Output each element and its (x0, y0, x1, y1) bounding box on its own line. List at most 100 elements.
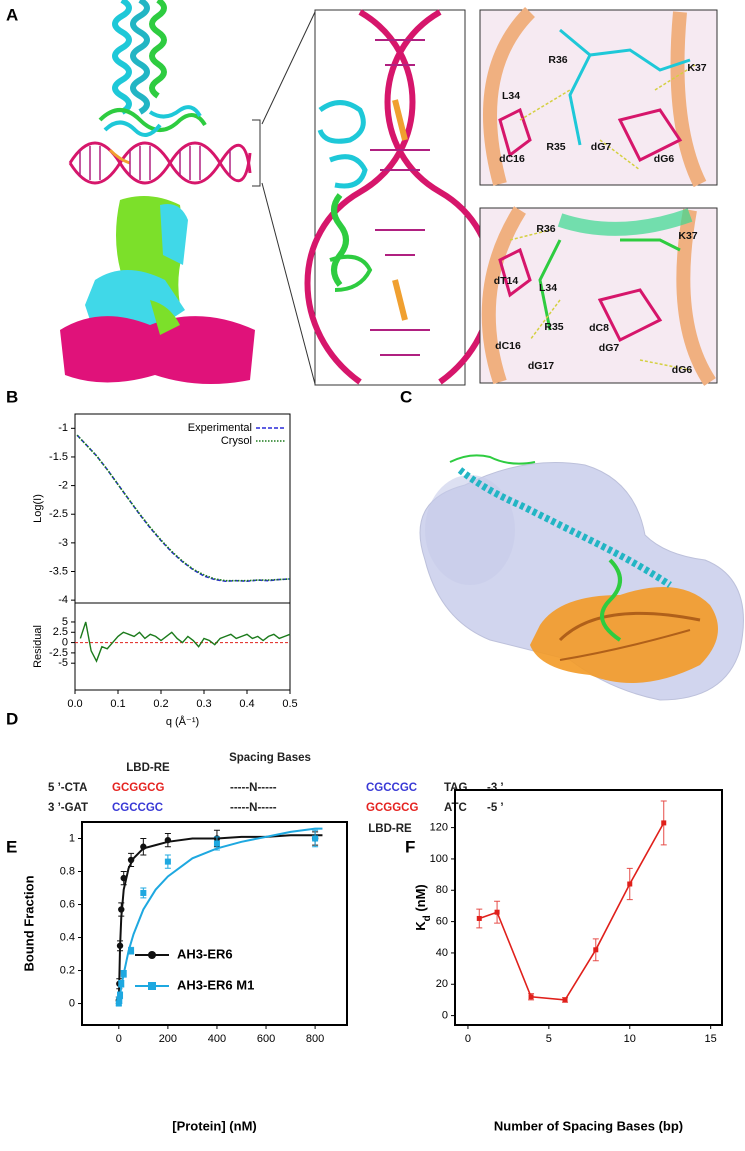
y-tick-label: -4 (58, 594, 68, 606)
data-point (127, 856, 135, 864)
seq-cell: 3 ’-GAT (48, 802, 88, 814)
seq-cell: GCGGCG (112, 782, 164, 794)
data-point (116, 997, 123, 1004)
y-tick-label: -2.5 (49, 508, 68, 520)
residue-label: R36 (548, 54, 567, 66)
structure-cartoon (60, 0, 255, 384)
y-tick-label: -3 (58, 537, 68, 549)
seq-cell: GCGGCG (366, 802, 418, 814)
sequence-diagram: Spacing Bases LBD-RE 5 ’-CTA GCGGCG ----… (48, 752, 504, 835)
data-point (128, 947, 135, 954)
seq-cell: CGCCGC (112, 802, 163, 814)
legend-label: AH3-ER6 M1 (177, 977, 254, 992)
seq-title: Spacing Bases (229, 752, 311, 764)
plot-frame (81, 821, 348, 1026)
residue-label: dG17 (528, 360, 554, 372)
legend-label: Crysol (221, 435, 252, 447)
x-tick-label: 600 (257, 1033, 275, 1045)
data-point (562, 997, 568, 1003)
data-point (213, 840, 220, 847)
data-point (164, 836, 172, 844)
seq-cell: -----N----- (230, 782, 277, 794)
x-tick-label: 0.0 (67, 698, 82, 710)
x-tick-label: 0.4 (239, 698, 254, 710)
data-point (312, 835, 319, 842)
y-tick-label: -2.5 (49, 647, 68, 659)
seq-cell: -3 ’ (487, 782, 504, 794)
residue-label: K37 (687, 62, 706, 74)
residue-label: K37 (678, 230, 697, 242)
x-tick-label: 0.2 (153, 698, 168, 710)
residue-label: dG6 (672, 364, 693, 376)
y-tick-label: 0.2 (60, 964, 75, 976)
y-tick-label: -5 (58, 657, 68, 669)
data-point (140, 843, 147, 850)
contact-inset: R36 K37 L34 R35 dC16 dG7 dG6 (479, 7, 718, 188)
data-point (116, 942, 124, 949)
series-line (76, 434, 291, 582)
y-tick-label: -1 (58, 422, 68, 434)
y-tick-label: 2.5 (53, 626, 68, 638)
residue-label: R36 (536, 223, 555, 235)
y-axis-label-part: K (413, 921, 428, 931)
series-line (79, 621, 291, 663)
y-axis-label-part: d (422, 915, 433, 921)
data-point (627, 881, 633, 887)
legend-marker (148, 951, 156, 959)
series-line (76, 434, 291, 583)
data-point (140, 889, 147, 896)
y-tick-label: -2 (58, 479, 68, 491)
legend-marker (148, 982, 156, 990)
y-tick-label: -1.5 (49, 451, 68, 463)
data-point (118, 906, 125, 913)
x-tick-label: 0.1 (110, 698, 125, 710)
y-axis-label: Residual (32, 625, 44, 668)
y-tick-label: 0 (442, 1010, 448, 1022)
x-tick-label: 0 (116, 1033, 122, 1045)
x-tick-label: 10 (624, 1033, 636, 1045)
residue-label: R35 (546, 141, 565, 153)
x-tick-label: 0 (465, 1033, 471, 1045)
data-point (120, 874, 127, 882)
y-tick-label: 60 (436, 916, 448, 928)
y-tick-label: 100 (430, 853, 448, 865)
y-tick-label: 0 (62, 636, 68, 648)
residue-label: dC16 (495, 340, 521, 352)
y-tick-label: 0 (69, 997, 75, 1009)
y-tick-label: 5 (62, 616, 68, 628)
series-line (479, 822, 665, 1001)
residue-label: R35 (544, 321, 563, 333)
residue-label: dG6 (654, 153, 675, 165)
x-tick-label: 400 (208, 1033, 226, 1045)
x-tick-label: 0.5 (282, 698, 297, 710)
data-point (117, 992, 124, 999)
fit-line (117, 834, 323, 1004)
panel-label: C (400, 387, 412, 406)
x-tick-label: 200 (159, 1033, 177, 1045)
data-point (120, 970, 127, 977)
data-point (528, 994, 534, 1000)
residue-label: dG7 (591, 141, 612, 153)
data-point (118, 980, 125, 987)
data-point (593, 947, 599, 953)
residue-label: L34 (539, 282, 557, 294)
x-axis-label: q (Å⁻¹) (166, 715, 199, 728)
x-axis-label: Number of Spacing Bases (bp) (494, 1118, 683, 1133)
y-tick-label: -3.5 (49, 565, 68, 577)
seq-cell: TAG (444, 782, 467, 794)
panel-label: E (6, 837, 17, 856)
y-tick-label: 0.8 (60, 865, 75, 877)
residue-label: dT14 (494, 275, 519, 287)
residue-label: L34 (502, 90, 520, 102)
legend-label: AH3-ER6 (177, 946, 233, 961)
seq-cell: 5 ’-CTA (48, 782, 87, 794)
y-tick-label: 40 (436, 947, 448, 959)
x-tick-label: 5 (546, 1033, 552, 1045)
seq-cell: CGCCGC (366, 782, 417, 794)
data-point (661, 820, 667, 826)
contact-inset: R36 K37 dT14 L34 R35 dC8 dC16 dG7 dG17 d… (479, 206, 718, 386)
residue-label: dC8 (589, 322, 609, 334)
data-point (494, 909, 500, 915)
plot-frame (74, 413, 291, 604)
